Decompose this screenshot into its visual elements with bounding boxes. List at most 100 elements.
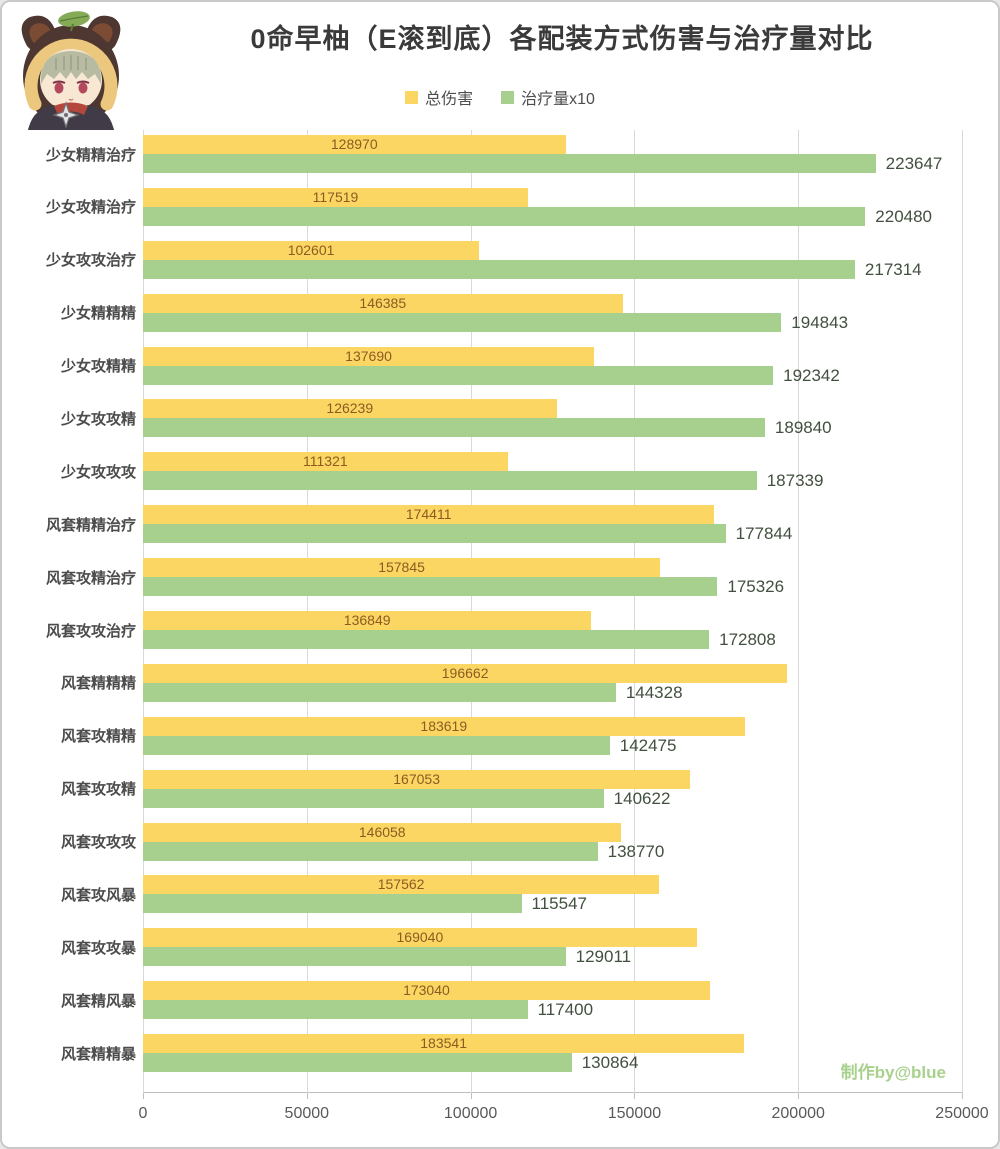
healing-value-label: 144328 [625,682,683,702]
damage-value-label: 146385 [359,294,407,311]
healing-value-label: 140622 [613,788,671,808]
row-plot-area: 117519 220480 [143,187,962,226]
x-tick-label: 200000 [771,1105,825,1122]
healing-value-label: 189840 [774,418,832,438]
damage-bar: 167053 [143,769,691,789]
damage-value-label: 136849 [343,612,391,629]
chart-row: 风套精精暴 183541 130864 [2,1034,998,1087]
sayu-avatar-image [21,11,121,130]
category-label: 风套精精暴 [60,1045,136,1063]
row-plot-area: 173040 117400 [143,981,962,1020]
shuriken-icon [52,101,80,129]
healing-value-label: 172808 [719,630,776,650]
healing-value-label: 217314 [864,259,922,279]
healing-bar: 117400 [143,1000,593,1020]
healing-bar: 129011 [143,947,631,967]
chart-row: 风套攻精治疗 157845 175326 [2,558,998,611]
healing-bar: 220480 [143,206,932,226]
chart-row: 少女攻攻治疗 102601 217314 [2,240,998,294]
damage-value-label: 183541 [420,1035,467,1052]
hood-rim [24,38,118,111]
damage-value-label: 196662 [441,664,489,681]
damage-bar: 174411 [143,505,715,525]
x-tick-label: 100000 [443,1105,498,1122]
category-label: 少女攻精精 [60,358,136,376]
damage-value-label: 102601 [287,241,335,258]
healing-value-label: 117400 [537,1000,594,1020]
damage-bar: 146058 [143,822,622,842]
damage-value-label: 111321 [303,453,348,470]
category-label: 少女攻攻治疗 [45,252,136,270]
x-tick-label: 150000 [607,1105,662,1122]
category-label: 少女攻攻精 [60,410,136,428]
x-tick-label: 0 [138,1105,148,1122]
chart-row: 风套精风暴 173040 117400 [2,981,998,1034]
healing-value-label: 175326 [727,577,785,597]
row-plot-area: 146385 194843 [143,293,962,332]
damage-bar: 117519 [143,187,528,207]
damage-bar: 146385 [143,293,623,313]
legend-item-healing: 治疗量x10 [501,85,595,109]
damage-value-label: 146058 [358,823,406,840]
category-label: 风套攻精治疗 [45,569,136,587]
x-tickmark [470,1093,472,1099]
healing-bar: 115547 [143,894,587,914]
category-label: 风套攻精精 [60,728,136,746]
damage-color-swatch [405,90,419,104]
row-plot-area: 196662 144328 [143,663,962,702]
healing-value-label: 192342 [783,365,840,385]
damage-bar: 136849 [143,611,592,631]
x-axis-tickmarks [143,1093,963,1099]
healing-bar: 140622 [143,788,670,808]
healing-value-label: 223647 [885,154,943,173]
category-label: 风套攻攻治疗 [45,622,136,640]
gridline [962,130,963,1093]
chart-row: 少女精精治疗 128970 223647 [2,135,998,188]
healing-bar: 223647 [143,154,942,173]
healing-bar: 175326 [143,577,784,597]
legend-item-damage: 总伤害 [405,85,473,109]
row-plot-area: 167053 140622 [143,769,962,808]
row-plot-area: 146058 138770 [143,822,962,861]
damage-bar: 183541 [143,1034,745,1054]
category-label: 少女攻精治疗 [45,199,136,217]
chart-row: 少女攻攻精 126239 189840 [2,399,998,452]
leaf-icon [58,11,90,32]
healing-bar: 130864 [143,1053,638,1073]
damage-value-label: 128970 [330,136,378,152]
healing-bar: 142475 [143,735,676,755]
healing-bar: 194843 [143,312,848,332]
x-tickmark [962,1093,963,1099]
chart-title: 0命早柚（E滚到底）各配装方式伤害与治疗量对比 [250,24,874,54]
row-plot-area: 128970 223647 [143,135,962,173]
eyes [52,80,90,94]
chart-row: 少女攻攻攻 111321 187339 [2,452,998,505]
chart-row: 少女攻精精 137690 192342 [2,346,998,400]
damage-bar: 173040 [143,981,710,1001]
damage-bar: 111321 [143,452,508,472]
damage-bar: 183619 [143,716,745,736]
chart-row: 风套攻攻精 167053 140622 [2,769,998,823]
healing-bar: 192342 [143,365,840,385]
legend-label-damage: 总伤害 [425,91,474,108]
damage-bar: 169040 [143,928,697,948]
healing-bar: 138770 [143,841,664,861]
category-label: 少女攻攻攻 [60,463,136,481]
damage-bar: 128970 [143,135,566,154]
chart-row: 风套攻攻攻 146058 138770 [2,822,998,876]
healing-value-label: 187339 [766,471,824,491]
author-watermark: 制作by@blue [840,1063,946,1082]
category-label: 风套攻攻暴 [60,939,136,957]
damage-value-label: 169040 [396,929,444,946]
chart-row: 风套攻攻治疗 136849 172808 [2,611,998,664]
damage-value-label: 183619 [420,717,468,734]
row-plot-area: 183619 142475 [143,716,962,755]
damage-value-label: 157845 [378,559,425,576]
row-plot-area: 111321 187339 [143,452,962,491]
damage-value-label: 157562 [377,876,425,893]
healing-value-label: 115547 [531,894,587,914]
healing-bar: 187339 [143,471,823,491]
damage-value-label: 167053 [393,770,440,787]
chart-row: 风套精精治疗 174411 177844 [2,505,998,558]
damage-value-label: 126239 [326,400,374,417]
